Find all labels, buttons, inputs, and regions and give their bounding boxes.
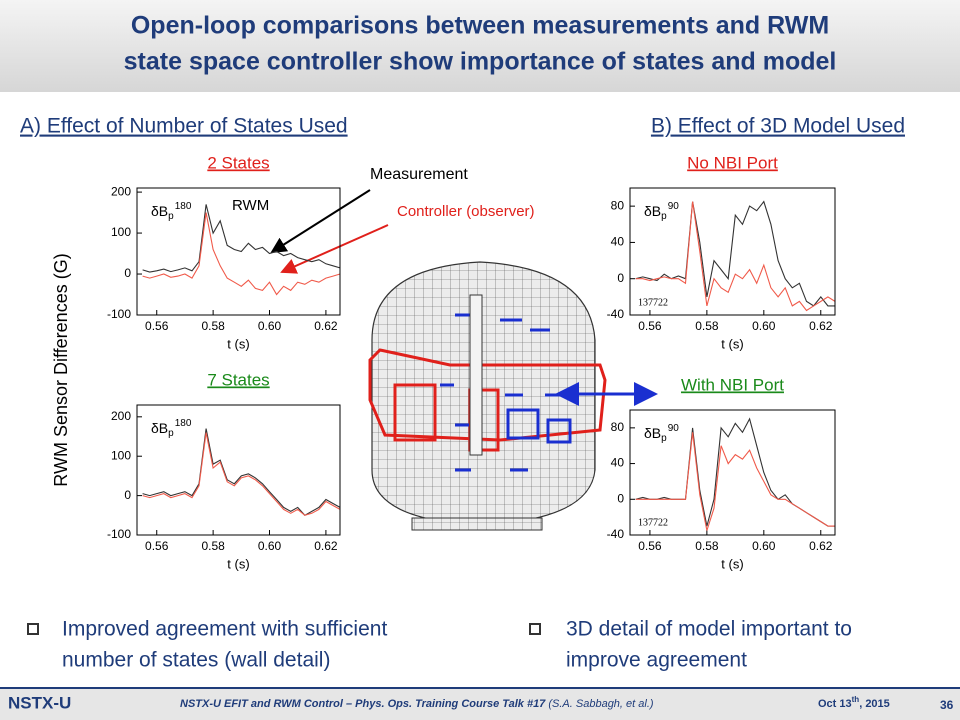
date-sup: th — [852, 695, 860, 704]
y-tick-label: 80 — [611, 198, 625, 212]
annotation-sup: 90 — [668, 201, 680, 212]
title-line: state space controller show importance o… — [124, 48, 837, 76]
series-line — [635, 200, 835, 307]
x-tick-label: 0.56 — [145, 319, 169, 333]
y-tick-label: 100 — [111, 448, 131, 462]
x-tick-label: 0.58 — [695, 539, 719, 553]
chart-title: No NBI Port — [687, 153, 778, 172]
bullet-icon — [27, 623, 39, 635]
x-tick-label: 0.60 — [258, 319, 282, 333]
annotation: 137722 — [638, 297, 668, 308]
footer-author: (S.A. Sabbagh, et al.) — [548, 698, 654, 710]
x-tick-label: 0.60 — [258, 539, 282, 553]
x-tick-label: 0.56 — [638, 539, 662, 553]
footer-text: NSTX-U EFIT and RWM Control – Phys. Ops.… — [180, 698, 654, 710]
chart-title: 7 States — [207, 370, 269, 389]
bullet-text: improve agreement — [566, 649, 747, 672]
series-line — [142, 432, 341, 516]
plot-frame — [629, 187, 836, 316]
title-line: Open-loop comparisons between measuremen… — [131, 12, 829, 40]
plot-frame — [136, 404, 341, 536]
annotation: δBp180 — [151, 201, 192, 222]
bullet-text: number of states (wall detail) — [62, 649, 330, 672]
annotation-sub: p — [168, 428, 174, 439]
annotation-sup: 180 — [175, 418, 192, 429]
y-tick-label: -40 — [607, 527, 625, 541]
annotation: δBp90 — [644, 423, 679, 444]
y-tick-label: 200 — [111, 409, 131, 423]
x-tick-label: 0.58 — [201, 539, 225, 553]
y-tick-label: 40 — [611, 235, 625, 249]
x-tick-label: 0.58 — [695, 319, 719, 333]
x-tick-label: 0.62 — [809, 539, 833, 553]
y-tick-label: 0 — [124, 266, 131, 280]
arrow — [280, 224, 389, 274]
x-axis-label: t (s) — [227, 336, 249, 351]
y-tick-label: 100 — [111, 225, 131, 239]
bullet-text: 3D detail of model important to — [566, 618, 852, 641]
x-tick-label: 0.60 — [752, 539, 776, 553]
annotation-sup: 90 — [668, 423, 680, 434]
section-heading: A) Effect of Number of States Used — [20, 115, 348, 138]
bullet-icon — [529, 623, 541, 635]
legend-label: Controller (observer) — [397, 203, 535, 220]
x-tick-label: 0.62 — [314, 319, 338, 333]
arrow — [270, 189, 371, 254]
legend-label: Measurement — [370, 166, 468, 183]
header-band — [0, 0, 960, 92]
y-tick-label: 0 — [617, 491, 624, 505]
x-axis-label: t (s) — [721, 336, 743, 351]
annotation-sub: p — [661, 433, 667, 444]
chart-title: 2 States — [207, 153, 269, 172]
y-tick-label: -100 — [107, 307, 131, 321]
chart-title: With NBI Port — [681, 375, 784, 394]
x-tick-label: 0.56 — [638, 319, 662, 333]
series-line — [142, 428, 341, 516]
footer-talk: NSTX-U EFIT and RWM Control – Phys. Ops.… — [180, 698, 546, 710]
annotation-base: δB — [151, 203, 168, 219]
y-axis-label: RWM Sensor Differences (G) — [51, 253, 71, 486]
annotation: RWM — [232, 197, 269, 214]
y-tick-label: 80 — [611, 420, 625, 434]
annotation-base: δB — [151, 420, 168, 436]
x-tick-label: 0.56 — [145, 539, 169, 553]
date-rest: , 2015 — [859, 698, 890, 710]
annotation-sup: 180 — [175, 201, 192, 212]
annotation: δBp90 — [644, 201, 679, 222]
x-axis-label: t (s) — [721, 556, 743, 571]
series-line — [142, 212, 341, 296]
logo: NSTX-U — [8, 693, 71, 712]
x-tick-label: 0.60 — [752, 319, 776, 333]
series-line — [635, 201, 836, 312]
y-tick-label: 0 — [124, 488, 131, 502]
y-tick-label: -40 — [607, 307, 625, 321]
x-tick-label: 0.58 — [201, 319, 225, 333]
x-tick-label: 0.62 — [809, 319, 833, 333]
page-number: 36 — [940, 698, 954, 712]
y-tick-label: 40 — [611, 456, 625, 470]
footer-band — [0, 688, 960, 720]
series-line — [142, 204, 341, 273]
vessel-diagram — [368, 261, 607, 531]
x-axis-label: t (s) — [227, 556, 249, 571]
footer-date: Oct 13th, 2015 — [818, 695, 890, 710]
y-tick-label: 0 — [617, 271, 624, 285]
plot-frame — [629, 409, 836, 536]
annotation: 137722 — [638, 517, 668, 528]
y-tick-label: 200 — [111, 184, 131, 198]
annotation-sub: p — [661, 211, 667, 222]
x-tick-label: 0.62 — [314, 539, 338, 553]
annotation-base: δB — [644, 203, 661, 219]
annotation-base: δB — [644, 425, 661, 441]
annotation-sub: p — [168, 211, 174, 222]
plot-frame — [136, 187, 341, 316]
series-line — [635, 432, 835, 531]
bullet-text: Improved agreement with sufficient — [62, 618, 387, 641]
y-tick-label: -100 — [107, 527, 131, 541]
section-heading: B) Effect of 3D Model Used — [651, 115, 905, 138]
annotation: δBp180 — [151, 418, 192, 439]
date: Oct 13 — [818, 698, 852, 710]
